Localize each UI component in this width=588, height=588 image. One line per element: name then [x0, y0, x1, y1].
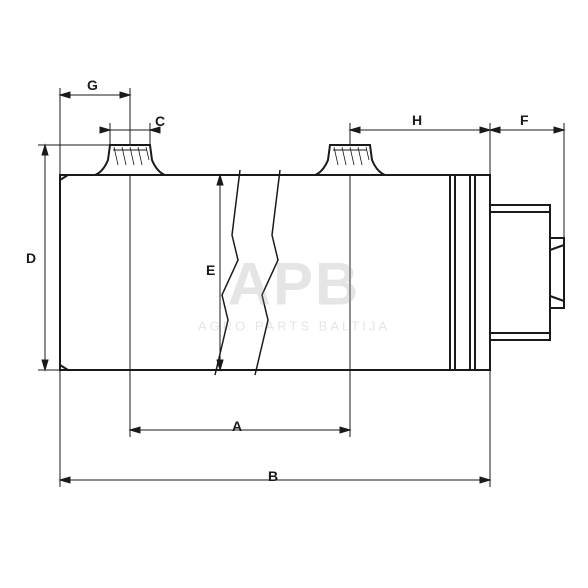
dim-label-d: D	[26, 250, 36, 266]
port-right	[315, 145, 385, 175]
cylinder-body	[60, 175, 564, 370]
dim-label-h: H	[412, 112, 422, 128]
dim-label-e: E	[206, 262, 215, 278]
port-left	[95, 145, 165, 175]
dimension-lines	[38, 88, 564, 487]
dim-label-f: F	[520, 112, 529, 128]
dim-label-g: G	[87, 77, 98, 93]
diagram-container: A B C D E F G H APB AGRO PARTS BALTIJA	[0, 0, 588, 588]
dim-label-a: A	[232, 418, 242, 434]
break-lines	[215, 170, 280, 375]
dim-label-b: B	[268, 468, 278, 484]
dim-label-c: C	[155, 113, 165, 129]
